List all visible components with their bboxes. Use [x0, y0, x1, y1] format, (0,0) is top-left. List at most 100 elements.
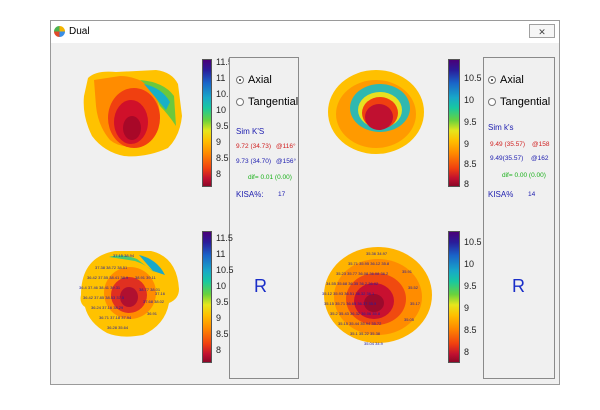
tangential-label: Tangential — [500, 96, 551, 108]
close-button[interactable]: ✕ — [529, 24, 555, 38]
k1-axis: @116° — [276, 143, 296, 150]
radio-dot-icon — [488, 76, 496, 84]
tick-label: 8 — [464, 179, 470, 189]
right-points-map: 35.36 34.97 35.71 35.95 36.12 35.8 35.23… — [322, 247, 432, 346]
point-label: 35.2 35.43 36.32 36.06 35.8 — [330, 311, 381, 316]
point-label: 36.42 37.85 38.53 37.5 — [83, 295, 125, 300]
point-label: 36.42 37.55 38.41 38.9 — [87, 275, 129, 280]
left-points-map: 37.15 38.94 37.38 38.72 38.51 36.42 37.5… — [79, 251, 179, 337]
tick-label: 11.5 — [216, 233, 233, 243]
tick-label: 9 — [216, 313, 222, 323]
tick-label: 10 — [464, 259, 475, 269]
axial-radio[interactable]: Axial — [488, 74, 524, 86]
window-title: Dual — [69, 26, 90, 37]
point-label: 35.12 35.93 36.51 36.32 36.1 — [322, 291, 375, 296]
tick-label: 10.5 — [216, 89, 234, 99]
sim-k-title: Sim k's — [488, 123, 514, 132]
point-label: 35.15 35.44 35.94 35.72 — [338, 321, 382, 326]
tick-label: 10.5 — [464, 73, 482, 83]
tick-label: 9 — [464, 303, 470, 313]
radio-dot-icon — [236, 98, 244, 106]
k1-value: 9.49 (35.57) — [490, 141, 526, 148]
map-shape — [139, 255, 165, 275]
tick-label: 8.5 — [216, 329, 229, 339]
tick-label: 11.5 — [216, 57, 233, 67]
point-labels: 37.15 38.94 37.38 38.72 38.51 36.42 37.5… — [79, 253, 166, 330]
title-bar: Dual ✕ — [51, 21, 559, 43]
tick-label: 10 — [216, 105, 227, 115]
left-bottom-colorbar — [202, 231, 212, 363]
tick-label: 8 — [216, 345, 222, 355]
point-label: 37.68 38.02 — [143, 299, 165, 304]
point-label: 36.28 35.64 — [107, 325, 129, 330]
point-label: 38.77 38.01 — [139, 287, 161, 292]
point-label: 35.04 34.9 — [364, 341, 384, 346]
kisa-label: KISA% — [488, 190, 514, 199]
left-axial-map — [83, 70, 182, 157]
point-label: 37.16 — [155, 291, 166, 296]
right-top-colorbar — [448, 59, 460, 187]
point-label: 37.15 38.94 — [113, 253, 135, 258]
map-shape — [123, 116, 141, 140]
tick-label: 9 — [216, 137, 222, 147]
dif-value: dif= 0.01 (0.00) — [248, 174, 292, 181]
point-label: 35.17 — [410, 301, 421, 306]
point-label: 35.15 35.71 36.65 36.37 35.9 — [324, 301, 377, 306]
dif-value: dif= 0.00 (0.00) — [502, 172, 546, 179]
kisa-value: 17 — [278, 191, 286, 198]
eye-label: R — [512, 276, 525, 296]
k2-axis: @162 — [531, 155, 549, 162]
tangential-radio[interactable]: Tangential — [488, 96, 550, 108]
map-shape — [120, 287, 138, 307]
tick-label: 10.5 — [464, 237, 482, 247]
point-label: 37.38 38.72 38.51 — [95, 265, 128, 270]
point-label: 35.91 — [402, 269, 413, 274]
tick-label: 8 — [464, 347, 470, 357]
kisa-value: 14 — [528, 191, 536, 198]
tick-label: 8.5 — [216, 153, 229, 163]
dual-window: Dual ✕ 11.5 11 10.5 10 9.5 9 8.5 8 Axial… — [50, 20, 560, 385]
point-label: 34.55 35.68 36.35 36.2 36.02 — [326, 281, 379, 286]
point-labels: 35.36 34.97 35.71 35.95 36.12 35.8 35.23… — [322, 251, 421, 346]
tick-label: 9.5 — [216, 297, 229, 307]
tick-label: 10.5 — [216, 265, 234, 275]
map-shape — [109, 255, 155, 273]
k2-value: 9.49(35.57) — [490, 155, 524, 162]
right-bottom-colorbar — [448, 231, 460, 363]
right-info-panel: Axial Tangential Sim k's 9.49 (35.57) @1… — [483, 57, 555, 379]
tick-label: 8 — [216, 169, 222, 179]
tick-label: 8.5 — [464, 325, 477, 335]
tick-label: 11 — [216, 249, 226, 259]
point-label: 38.91 39.11 — [135, 275, 157, 280]
point-label: 35.05 — [404, 317, 415, 322]
point-label: 35.23 35.77 36.08 36.08 36.2 — [336, 271, 389, 276]
point-label: 35.1 35.22 35.38 — [350, 331, 381, 336]
kisa-label: KISA%: — [236, 190, 264, 199]
k2-value: 9.73 (34.70) — [236, 158, 272, 165]
map-shape — [140, 80, 176, 126]
tick-label: 8.5 — [464, 159, 477, 169]
sim-k-title: Sim K'S — [236, 127, 265, 136]
point-label: 36.4 37.46 38.41 39.31 — [79, 285, 121, 290]
point-label: 36.24 37.16 38.29 — [91, 305, 124, 310]
left-top-colorbar — [202, 59, 212, 187]
tangential-radio[interactable]: Tangential — [236, 96, 298, 108]
point-label: 36.71 37.18 37.94 — [99, 315, 132, 320]
axial-radio[interactable]: Axial — [236, 74, 272, 86]
point-label: 36.91 — [147, 311, 158, 316]
point-label: 35.52 — [408, 285, 419, 290]
left-info-panel: Axial Tangential Sim K'S 9.72 (34.73) @1… — [229, 57, 299, 379]
tick-label: 9 — [464, 139, 470, 149]
tick-label: 11 — [216, 73, 226, 83]
point-label: 35.36 34.97 — [366, 251, 388, 256]
k1-axis: @158 — [532, 141, 550, 148]
right-axial-map — [328, 70, 424, 154]
radio-dot-icon — [488, 98, 496, 106]
k1-value: 9.72 (34.73) — [236, 143, 272, 150]
tick-label: 9.5 — [464, 117, 477, 127]
map-shape — [144, 84, 170, 110]
axial-label: Axial — [500, 74, 524, 86]
axial-label: Axial — [248, 74, 272, 86]
tangential-label: Tangential — [248, 96, 299, 108]
tick-label: 9.5 — [216, 121, 229, 131]
